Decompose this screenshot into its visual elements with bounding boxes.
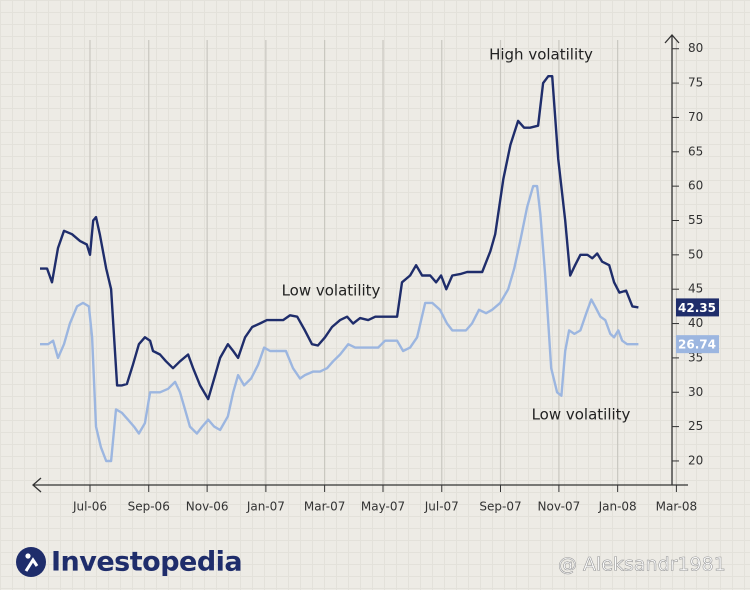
annotation: Low volatility xyxy=(532,406,631,424)
watermark: @ Aleksandr1981 xyxy=(558,554,726,576)
y-tick-label: 20 xyxy=(688,453,703,467)
y-tick-label: 55 xyxy=(688,213,703,227)
y-tick-label: 35 xyxy=(688,350,703,364)
y-tick-label: 65 xyxy=(688,144,703,158)
x-tick-label: Nov-07 xyxy=(538,500,581,514)
x-tick-label: Jan-07 xyxy=(246,500,285,514)
x-tick-label: Nov-06 xyxy=(186,500,229,514)
series-line xyxy=(40,75,639,401)
x-tick-label: Sep-06 xyxy=(128,500,170,514)
x-tick-label: Jul-06 xyxy=(72,500,107,514)
x-tick-label: Mar-08 xyxy=(656,500,697,514)
branding: Investopedia xyxy=(51,547,242,578)
logo xyxy=(16,547,46,577)
y-tick-label: 50 xyxy=(688,247,703,261)
y-tick-label: 30 xyxy=(688,385,703,399)
x-tick-label: Sep-07 xyxy=(479,500,521,514)
x-axis xyxy=(32,477,688,493)
annotation: High volatility xyxy=(489,46,593,64)
y-tick-label: 40 xyxy=(688,316,703,330)
end-label-box xyxy=(676,298,719,317)
y-tick-label: 80 xyxy=(688,41,703,55)
end-label: 42.35 xyxy=(678,301,716,315)
x-tick-label: Jul-07 xyxy=(424,500,459,514)
annotation: Low volatility xyxy=(282,282,381,300)
end-label: 26.74 xyxy=(678,338,716,352)
x-tick-label: May-07 xyxy=(361,500,405,514)
series-line xyxy=(40,184,639,463)
x-tick-label: Mar-07 xyxy=(304,500,345,514)
y-tick-label: 25 xyxy=(688,419,703,433)
y-axis xyxy=(664,34,680,485)
y-tick-label: 60 xyxy=(688,179,703,193)
y-tick-label: 70 xyxy=(688,110,703,124)
y-tick-label: 75 xyxy=(688,76,703,90)
x-tick-label: Jan-08 xyxy=(598,500,637,514)
end-label-box xyxy=(676,335,719,354)
y-tick-label: 45 xyxy=(688,282,703,296)
